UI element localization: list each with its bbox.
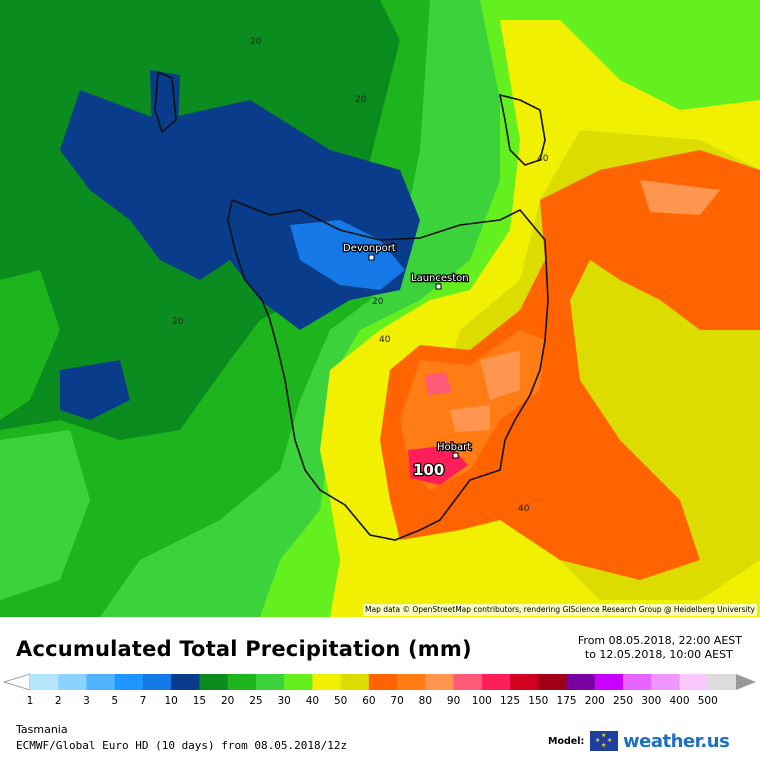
scale-tick-label: 80 [418, 695, 433, 707]
color-swatch [142, 674, 172, 690]
color-swatch [368, 674, 398, 690]
contour-label: 20 [250, 37, 262, 47]
zone-blue-low2 [150, 70, 180, 135]
tasmania-coastline [227, 198, 549, 541]
color-swatch [284, 674, 313, 690]
flinders-island-outline [498, 93, 546, 166]
contour-label: 20 [372, 297, 384, 307]
scale-tick-label: 20 [220, 695, 235, 707]
contour-label: 20 [355, 95, 367, 105]
color-swatch [594, 674, 624, 690]
color-swatch [566, 674, 596, 690]
color-swatch [425, 674, 455, 690]
contour-label: 40 [537, 154, 549, 164]
color-swatch [227, 674, 257, 690]
contour-label: 20 [172, 317, 184, 327]
color-swatch [538, 674, 568, 690]
zone-blue-low3 [60, 360, 130, 420]
color-swatch [199, 674, 229, 690]
zone-80-90b [480, 350, 520, 400]
color-scale-bar [2, 673, 756, 691]
devonport-label: Devonport [343, 243, 396, 254]
zone-80-90 [640, 180, 720, 215]
scale-tick-label: 100 [471, 695, 492, 707]
scale-tick-label: 1 [26, 695, 34, 707]
scale-tick-label: 400 [669, 695, 690, 707]
scale-tick-label: 3 [83, 695, 90, 707]
scale-tick-label: 175 [556, 695, 577, 707]
launceston-marker [435, 283, 442, 290]
color-swatch [397, 674, 426, 690]
color-swatch [312, 674, 342, 690]
model-label: Model: [548, 736, 585, 747]
color-swatch [679, 674, 709, 690]
launceston-label: Launceston [411, 273, 469, 284]
color-scale-ticks: 1 2 3 5 7 10 15 20 25 30 40 50 60 70 80 90 100 125 150 175 2… [0, 695, 760, 711]
below-range-arrow [2, 673, 31, 691]
zone-west-light2 [0, 430, 90, 600]
peak-value-label: 100 [413, 461, 444, 479]
above-range-arrow [736, 674, 756, 690]
scale-tick-label: 300 [641, 695, 662, 707]
color-swatch [30, 674, 59, 690]
hobart-marker [452, 452, 459, 459]
contour-label: 40 [518, 504, 530, 514]
scale-tick-label: 90 [446, 695, 461, 707]
color-swatch [86, 674, 116, 690]
color-swatch [481, 674, 511, 690]
color-swatch [707, 674, 737, 690]
scale-tick-label: 60 [362, 695, 376, 707]
legend-panel: Accumulated Total Precipitation (mm) Fro… [0, 617, 760, 760]
color-swatch [453, 674, 483, 690]
zone-west-light [0, 270, 60, 420]
map-attribution: Map data © OpenStreetMap contributors, r… [363, 604, 757, 616]
hobart-label: Hobart [437, 442, 471, 453]
color-swatch [255, 674, 285, 690]
scale-tick-label: 150 [528, 695, 549, 707]
color-swatch [114, 674, 144, 690]
scale-tick-label: 50 [333, 695, 348, 707]
scale-tick-label: 5 [111, 695, 119, 707]
scale-tick-label: 70 [390, 695, 404, 707]
scale-tick-label: 15 [192, 695, 207, 707]
weather-us-logo[interactable]: ★ ★ ★ ★ weather.us [590, 729, 730, 753]
valid-from: From 08.05.2018, 22:00 AEST [577, 634, 742, 647]
king-island-outline [154, 70, 177, 134]
scale-tick-label: 250 [613, 695, 634, 707]
scale-tick-label: 10 [164, 695, 178, 707]
devonport-marker [368, 254, 375, 261]
color-swatch [58, 674, 87, 690]
zone-80-90c [450, 405, 490, 432]
brand-name: weather.us [623, 730, 730, 752]
scale-tick-label: 30 [277, 695, 291, 707]
color-swatch [510, 674, 539, 690]
color-swatch [340, 674, 370, 690]
chart-title: Accumulated Total Precipitation (mm) [16, 637, 472, 661]
scale-tick-label: 7 [139, 695, 147, 707]
color-swatch [623, 674, 652, 690]
zone-90-100 [425, 372, 452, 395]
scale-tick-label: 125 [500, 695, 521, 707]
scale-tick-label: 25 [249, 695, 263, 707]
model-run-info: ECMWF/Global Euro HD (10 days) from 08.0… [16, 739, 348, 752]
scale-tick-label: 40 [305, 695, 320, 707]
zone-60-70 [380, 150, 760, 580]
precipitation-map: Devonport Launceston Hobart 20 20 20 20 … [0, 0, 760, 617]
scale-tick-label: 2 [54, 695, 62, 707]
valid-to: to 12.05.2018, 10:00 AEST [584, 648, 733, 661]
scale-tick-label: 500 [697, 695, 718, 707]
region-name: Tasmania [16, 723, 68, 736]
color-swatch [651, 674, 681, 690]
contour-label: 40 [379, 335, 391, 345]
eu-flag-icon: ★ ★ ★ ★ [590, 731, 618, 751]
zone-blue-mid [290, 220, 405, 290]
color-swatch [171, 674, 200, 690]
scale-tick-label: 200 [584, 695, 605, 707]
valid-period: From 08.05.2018, 22:00 AEST to 12.05.201… [578, 634, 742, 662]
